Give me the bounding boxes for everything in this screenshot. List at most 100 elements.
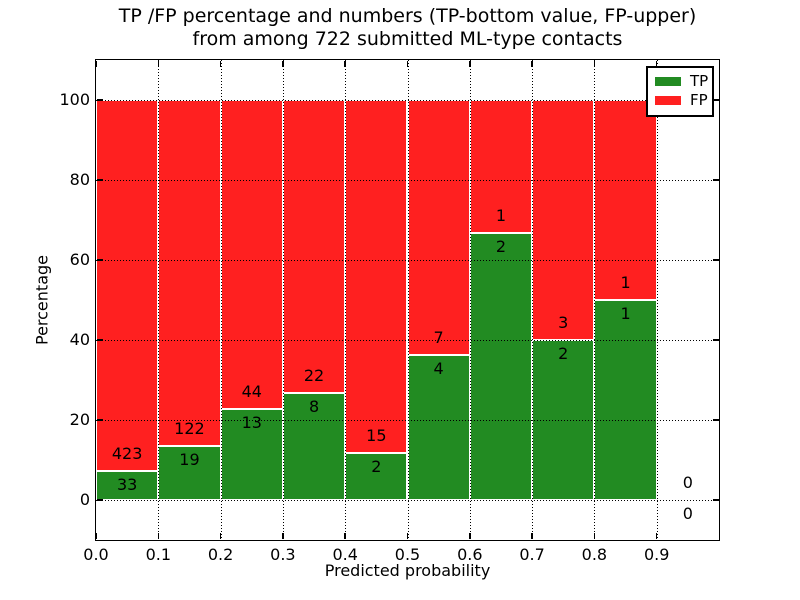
x-tick-bottom [469,533,471,539]
bar-segment-tp [469,233,533,500]
chart-title-line1: TP /FP percentage and numbers (TP-bottom… [118,5,697,27]
bar-label-tp: 19 [179,450,200,470]
y-tick-label: 60 [69,250,90,269]
bar-segment-tp [158,446,221,500]
x-tick-top [469,61,471,67]
y-tick-right [712,419,719,421]
v-gridline [282,60,284,540]
x-tick-top [219,61,222,67]
bar-label-fp: 423 [111,444,143,464]
bar-label-fp: 1 [620,273,631,292]
x-axis-label: Predicted probability [324,561,491,580]
bar-label-fp: 22 [303,366,325,386]
x-tick-bottom [219,533,222,539]
bar-label-tp: 33 [116,475,138,495]
y-tick-right [712,179,719,181]
x-tick-label: 0.0 [83,545,109,564]
x-tick-top [531,61,533,67]
y-tick-left [97,339,103,341]
bar-label-fp: 1 [495,206,507,226]
x-tick-label: 0.9 [643,545,670,564]
v-gridline [407,60,409,540]
bar-segment-fp [594,100,657,300]
y-tick-right [712,99,719,101]
x-tick-label: 0.2 [207,545,234,564]
bar-label-fp: 122 [174,419,205,439]
bar-segment-tp [96,471,159,500]
legend-label-tp: TP [690,72,709,90]
bar-label-tp: 2 [495,237,507,257]
bar-segment-tp [345,452,408,500]
v-gridline [656,60,658,540]
x-tick-top [157,61,160,67]
x-tick-label: 0.3 [270,545,296,564]
bar-segment-fp [345,100,408,453]
bar-label-tp: 4 [433,358,444,378]
y-tick-right [712,339,719,341]
legend-entry-fp: FP [655,91,708,110]
v-gridline [220,60,222,540]
y-tick-label: 80 [69,170,90,189]
y-tick-left [97,259,103,261]
x-tick-top [282,61,284,67]
x-tick-label: 0.1 [145,545,172,564]
v-gridline [345,60,347,540]
x-tick-bottom [593,533,596,539]
y-tick-label: 40 [69,330,90,349]
bar-label-fp: 15 [366,425,387,445]
bar-segment-fp [220,100,283,409]
y-tick-label: 100 [59,90,90,109]
bar-segment-tp [407,354,470,500]
bar-segment-fp [407,100,470,355]
x-tick-bottom [157,533,160,539]
x-tick-bottom [344,533,346,539]
x-tick-top [95,61,97,67]
bar-label-tp: 1 [620,304,631,323]
y-tick-left [97,419,103,421]
x-tick-bottom [655,533,658,539]
v-gridline [469,60,471,540]
x-axis-label-row: Predicted probability [96,561,719,580]
bar-label-fp: 0 [682,473,693,492]
legend-swatch-fp [655,96,681,105]
chart-title: TP /FP percentage and numbers (TP-bottom… [96,5,719,51]
y-tick-label: 0 [79,490,90,509]
bar-segment-fp [158,100,221,447]
legend-swatch-tp [655,77,681,86]
bar-segment-tp [282,393,346,500]
bar-segment-tp [594,300,657,500]
v-gridline [158,60,160,540]
legend-label-fp: FP [690,91,708,109]
bar-segment-fp [96,100,159,472]
x-tick-label: 0.4 [332,545,358,564]
x-tick-label: 0.6 [457,545,483,564]
bar-label-fp: 7 [433,327,444,347]
bar-label-tp: 2 [558,344,569,363]
y-tick-right [712,499,719,501]
bar-label-fp: 3 [558,313,569,332]
x-tick-bottom [95,533,97,539]
legend: TP FP [646,66,714,117]
x-tick-label: 0.5 [394,545,421,564]
x-tick-label: 0.7 [519,545,545,564]
v-gridline [532,60,534,540]
x-tick-label: 0.8 [581,545,608,564]
x-tick-top [593,61,596,67]
y-tick-left [97,99,103,101]
bar-segment-fp [282,100,346,394]
x-tick-bottom [531,533,533,539]
x-tick-top [655,61,658,67]
bar-label-tp: 0 [682,504,693,523]
y-tick-label: 20 [69,410,90,429]
y-tick-right [712,259,719,261]
legend-entry-tp: TP [655,72,709,91]
y-tick-left [97,179,103,181]
bar-label-tp: 13 [241,412,262,432]
bar-label-tp: 2 [371,456,382,476]
bar-segment-fp [532,100,595,340]
chart-title-line2: from among 722 submitted ML-type contact… [192,28,623,50]
bar-label-fp: 44 [241,381,262,401]
x-tick-bottom [406,533,409,539]
v-gridline [594,60,596,540]
